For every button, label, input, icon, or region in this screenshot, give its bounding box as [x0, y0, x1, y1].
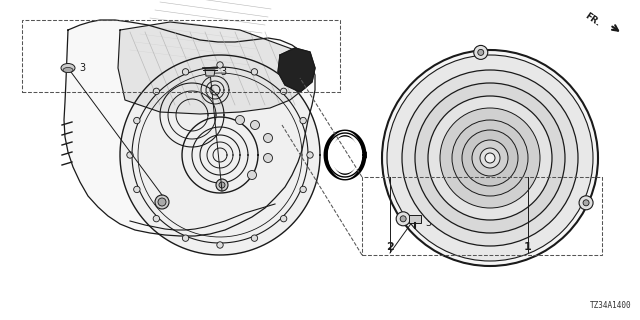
Circle shape	[134, 117, 140, 124]
Ellipse shape	[63, 68, 73, 73]
Circle shape	[402, 70, 578, 246]
Circle shape	[217, 242, 223, 248]
Circle shape	[252, 235, 258, 241]
Circle shape	[252, 69, 258, 75]
Polygon shape	[205, 70, 215, 76]
Circle shape	[400, 216, 406, 222]
Circle shape	[153, 215, 159, 222]
Bar	[22, 20, 340, 92]
Circle shape	[486, 154, 494, 162]
Circle shape	[478, 49, 484, 55]
Text: 3: 3	[425, 218, 431, 228]
Circle shape	[382, 50, 598, 266]
Circle shape	[219, 182, 225, 188]
Circle shape	[415, 83, 565, 233]
Circle shape	[264, 133, 273, 142]
Circle shape	[387, 55, 593, 261]
Circle shape	[280, 88, 287, 95]
Circle shape	[153, 88, 159, 95]
Circle shape	[482, 150, 498, 166]
Circle shape	[300, 117, 307, 124]
Circle shape	[440, 108, 540, 208]
Polygon shape	[64, 20, 315, 236]
Circle shape	[452, 120, 528, 196]
Circle shape	[583, 200, 589, 206]
Circle shape	[127, 152, 133, 158]
Bar	[409, 215, 421, 223]
Text: 3: 3	[220, 67, 226, 77]
Circle shape	[217, 62, 223, 68]
Ellipse shape	[61, 63, 75, 73]
Circle shape	[300, 186, 307, 193]
Text: 2: 2	[386, 242, 394, 252]
Polygon shape	[120, 55, 320, 255]
Polygon shape	[118, 22, 310, 114]
Circle shape	[480, 148, 500, 168]
Circle shape	[134, 186, 140, 193]
Circle shape	[216, 179, 228, 191]
Circle shape	[158, 198, 166, 206]
Circle shape	[182, 69, 189, 75]
Circle shape	[250, 121, 259, 130]
Circle shape	[307, 152, 313, 158]
Circle shape	[485, 153, 495, 163]
Bar	[362, 177, 602, 255]
Circle shape	[236, 116, 244, 124]
Circle shape	[474, 45, 488, 60]
Text: FR.: FR.	[582, 12, 602, 28]
Circle shape	[396, 212, 410, 226]
Circle shape	[264, 154, 273, 163]
Circle shape	[579, 196, 593, 210]
Circle shape	[428, 96, 552, 220]
Text: TZ34A1400: TZ34A1400	[590, 301, 632, 310]
Circle shape	[280, 215, 287, 222]
Circle shape	[182, 235, 189, 241]
Circle shape	[155, 195, 169, 209]
Polygon shape	[278, 48, 315, 92]
Text: 1: 1	[524, 242, 532, 252]
Circle shape	[472, 140, 508, 176]
Text: 3: 3	[79, 63, 85, 73]
Circle shape	[462, 130, 518, 186]
Circle shape	[248, 171, 257, 180]
